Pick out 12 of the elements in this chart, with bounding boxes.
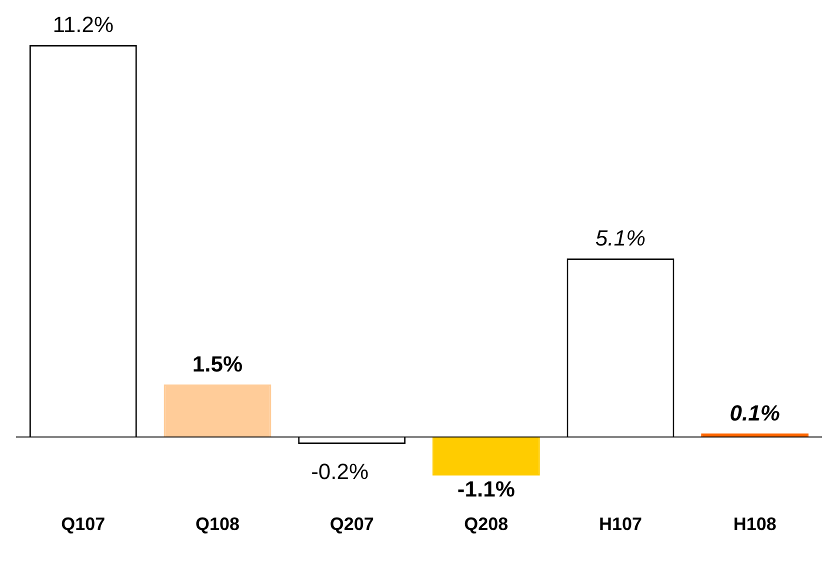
data-label: 5.1% xyxy=(595,226,646,251)
x-tick-label: Q207 xyxy=(330,514,374,534)
x-tick-label: H107 xyxy=(598,514,642,534)
x-tick-label: Q208 xyxy=(464,514,508,534)
data-label: 1.5% xyxy=(192,352,243,377)
x-tick-label: H108 xyxy=(733,514,776,534)
x-tick-label: Q108 xyxy=(195,514,240,534)
data-label: 0.1% xyxy=(730,400,780,426)
data-label: -1.1% xyxy=(457,476,515,502)
data-label: -0.2% xyxy=(311,459,369,484)
data-label: 11.2% xyxy=(52,12,114,38)
x-tick-label: Q107 xyxy=(61,514,106,534)
